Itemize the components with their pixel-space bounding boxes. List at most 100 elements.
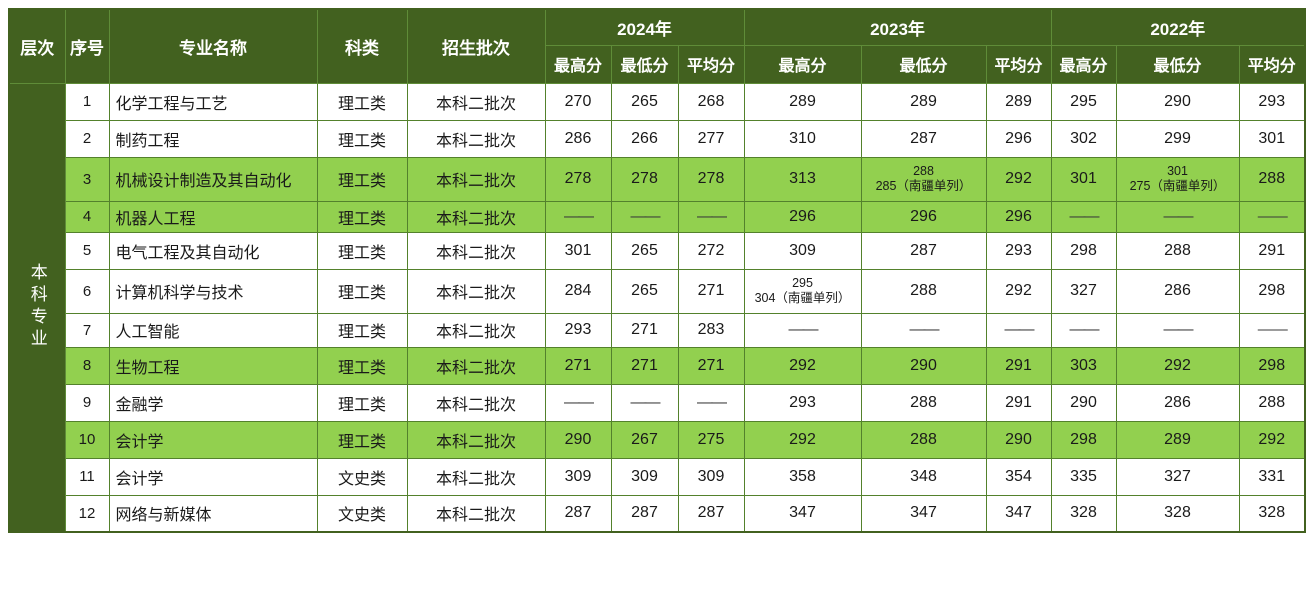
score-main: 301 [1167, 164, 1188, 178]
no-data-dash: —— [1257, 207, 1288, 225]
score-cell-2023-avg: 292 [985, 268, 1052, 314]
score-cell-2023-avg: 296 [985, 119, 1052, 158]
row-index-cell: 3 [64, 156, 110, 202]
score-cell-2023-max: 292 [743, 420, 862, 459]
score-main: 288 [913, 164, 934, 178]
table-row: 11 会计学 文史类 本科二批次 309 309 309 358 348 354 335 327 331 [9, 457, 1306, 496]
table-row: 8 生物工程 理工类 本科二批次 271 271 271 292 290 291 303 292 298 [9, 346, 1306, 385]
score-cell-2024-max: 290 [544, 420, 612, 459]
major-name-cell: 人工智能 [108, 312, 318, 348]
no-data-dash: —— [697, 393, 727, 411]
score-cell-2023-max: 358 [743, 457, 862, 496]
score-cell-2024-avg: —— [677, 200, 745, 233]
score-cell-2024-avg: 287 [677, 494, 745, 533]
score-cell-2024-max: 271 [544, 346, 612, 385]
score-cell-2022-min: 328 [1115, 494, 1240, 533]
score-cell-2022-max: 295 [1050, 82, 1117, 121]
no-data-dash: —— [788, 321, 819, 338]
score-cell-2022-max: 301 [1050, 156, 1117, 202]
subheader-2022-avg: 平均分 [1238, 44, 1306, 84]
score-cell-2024-min: 266 [610, 119, 679, 158]
table-row: 7 人工智能 理工类 本科二批次 293 271 283 —— —— —— —— —— —— [9, 312, 1306, 348]
score-cell-2022-min: 299 [1115, 119, 1240, 158]
score-cell-2022-min: —— [1115, 312, 1240, 348]
major-name-cell: 金融学 [108, 383, 318, 422]
subject-category-cell: 理工类 [316, 383, 408, 422]
score-cell-2022-avg: 331 [1238, 457, 1306, 496]
score-cell-2024-avg: 283 [677, 312, 745, 348]
no-data-dash: —— [1004, 321, 1035, 338]
score-cell-2023-min: 290 [860, 346, 987, 385]
score-cell-2022-max: 298 [1050, 420, 1117, 459]
score-cell-2023-min: 288 [860, 268, 987, 314]
no-data-dash: —— [1257, 321, 1288, 338]
subject-category-cell: 理工类 [316, 346, 408, 385]
table-row: 5 电气工程及其自动化 理工类 本科二批次 301 265 272 309 287 293 298 2… [9, 231, 1306, 270]
score-cell-2022-max: 335 [1050, 457, 1117, 496]
admission-scores-table-wrap: 层次 序号 专业名称 科类 招生批次 2024年 2023年 2022年 最高分… [8, 8, 1307, 533]
score-cell-2024-max: 284 [544, 268, 612, 314]
score-cell-2024-min: 278 [610, 156, 679, 202]
score-cell-2024-max: 309 [544, 457, 612, 496]
score-cell-2023-min: 288 285（南疆单列） [860, 156, 987, 202]
score-cell-2022-avg: —— [1238, 200, 1306, 233]
score-cell-2023-min: 348 [860, 457, 987, 496]
score-cell-2023-max: 293 [743, 383, 862, 422]
admission-batch-cell: 本科二批次 [406, 420, 546, 459]
admission-batch-cell: 本科二批次 [406, 82, 546, 121]
score-cell-2022-avg: 291 [1238, 231, 1306, 270]
score-cell-2024-max: 301 [544, 231, 612, 270]
score-cell-2023-max: 347 [743, 494, 862, 533]
score-cell-2022-avg: 293 [1238, 82, 1306, 121]
score-cell-2023-avg: 289 [985, 82, 1052, 121]
score-cell-2024-avg: 278 [677, 156, 745, 202]
row-index-cell: 5 [64, 231, 110, 270]
subheader-2022-min: 最低分 [1115, 44, 1240, 84]
score-cell-2024-max: 270 [544, 82, 612, 121]
major-name-cell: 生物工程 [108, 346, 318, 385]
subject-category-cell: 理工类 [316, 231, 408, 270]
subheader-2022-max: 最高分 [1050, 44, 1117, 84]
table-row: 12 网络与新媒体 文史类 本科二批次 287 287 287 347 347 347 328 328… [9, 494, 1306, 533]
score-cell-2023-avg: 291 [985, 346, 1052, 385]
score-cell-2023-min: 289 [860, 82, 987, 121]
no-data-dash: —— [564, 207, 594, 225]
table-row: 本科专业 1 化学工程与工艺 理工类 本科二批次 270 265 268 289 289 289 29… [8, 82, 1306, 533]
score-cell-2023-max: —— [743, 312, 862, 348]
score-cell-2024-max: 293 [544, 312, 612, 348]
col-header-index: 序号 [64, 8, 110, 84]
score-cell-2022-avg: 288 [1238, 383, 1306, 422]
col-header-major: 专业名称 [108, 8, 318, 84]
subject-category-cell: 理工类 [316, 420, 408, 459]
major-name-cell: 制药工程 [108, 119, 318, 158]
level-label: 本科专业 [27, 263, 47, 352]
subject-category-cell: 理工类 [316, 82, 408, 121]
score-cell-2023-min: —— [860, 312, 987, 348]
score-cell-2024-min: —— [610, 383, 679, 422]
score-cell-2023-max: 313 [743, 156, 862, 202]
admission-batch-cell: 本科二批次 [406, 346, 546, 385]
score-cell-2024-avg: 277 [677, 119, 745, 158]
no-data-dash: —— [697, 207, 727, 225]
score-cell-2023-avg: 293 [985, 231, 1052, 270]
table-header: 层次 序号 专业名称 科类 招生批次 2024年 2023年 2022年 最高分… [8, 8, 1306, 84]
score-cell-2024-max: —— [544, 200, 612, 233]
row-index-cell: 12 [64, 494, 110, 533]
table-row: 2 制药工程 理工类 本科二批次 286 266 277 310 287 296 302 299 301 [9, 119, 1306, 158]
score-cell-2022-avg: 301 [1238, 119, 1306, 158]
major-name-cell: 机械设计制造及其自动化 [108, 156, 318, 202]
score-cell-2024-max: —— [544, 383, 612, 422]
subject-category-cell: 理工类 [316, 312, 408, 348]
row-index-cell: 7 [64, 312, 110, 348]
score-cell-2022-min: —— [1115, 200, 1240, 233]
table-row: 10 会计学 理工类 本科二批次 290 267 275 292 288 290 298 289 292 [9, 420, 1306, 459]
subheader-2024-min: 最低分 [610, 44, 679, 84]
score-cell-2024-avg: 268 [677, 82, 745, 121]
score-cell-2024-min: 267 [610, 420, 679, 459]
subheader-2023-avg: 平均分 [985, 44, 1052, 84]
score-cell-2023-min: 288 [860, 420, 987, 459]
score-cell-2022-min: 292 [1115, 346, 1240, 385]
score-cell-2022-min: 327 [1115, 457, 1240, 496]
row-index-cell: 1 [64, 82, 110, 121]
admission-batch-cell: 本科二批次 [406, 494, 546, 533]
